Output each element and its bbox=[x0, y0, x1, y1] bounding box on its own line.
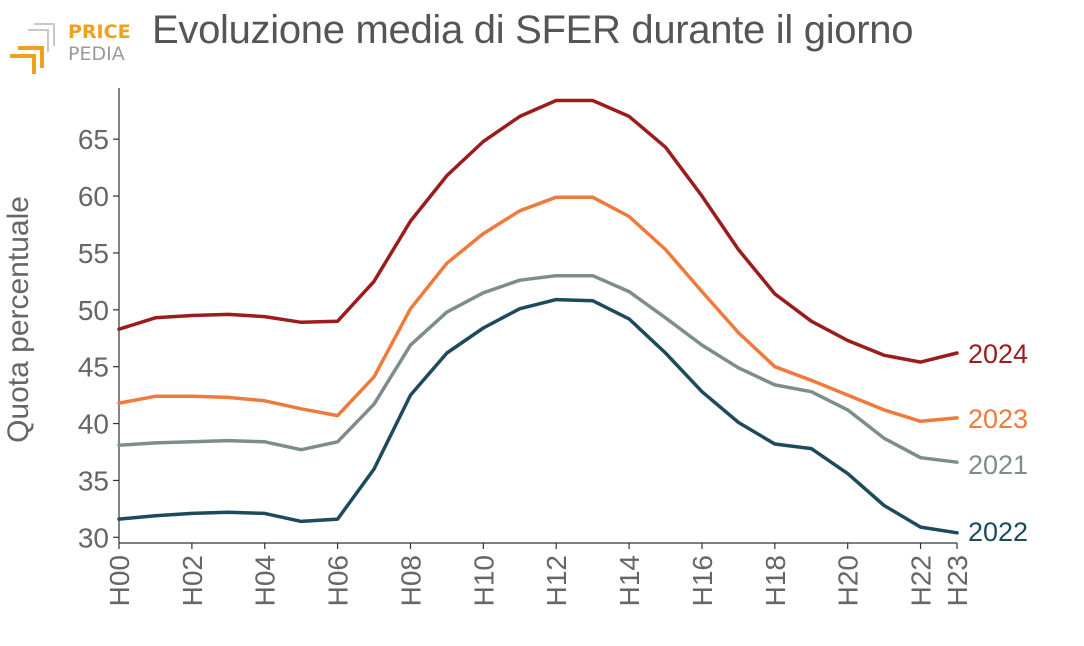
series-label-2022: 2022 bbox=[968, 517, 1028, 547]
x-tick-label: H04 bbox=[250, 555, 281, 606]
series-lines bbox=[117, 98, 959, 535]
series-line-2022 bbox=[117, 297, 959, 535]
y-tick-label: 35 bbox=[78, 465, 109, 496]
x-tick-label: H08 bbox=[395, 555, 426, 606]
pricepedia-logo: PRICE PEDIA bbox=[10, 21, 131, 74]
x-tick-label: H23 bbox=[942, 555, 973, 606]
series-line-2021 bbox=[117, 273, 959, 464]
y-axis-title: Quota percentuale bbox=[2, 196, 35, 443]
series-labels: 2024 2023 2021 2022 bbox=[968, 339, 1028, 547]
series-line-2024 bbox=[117, 98, 959, 364]
x-tick-label: H10 bbox=[468, 555, 499, 606]
x-tick-label: H12 bbox=[541, 555, 572, 606]
y-tick-label: 50 bbox=[78, 295, 109, 326]
x-tick-label: H18 bbox=[760, 555, 791, 606]
x-tick-label: H00 bbox=[104, 555, 135, 606]
y-tick-label: 45 bbox=[78, 352, 109, 383]
series-label-2021: 2021 bbox=[968, 450, 1028, 480]
chart-title: Evoluzione media di SFER durante il gior… bbox=[152, 8, 914, 52]
series-line-2023 bbox=[117, 195, 959, 424]
x-tick-label: H22 bbox=[906, 555, 937, 606]
y-tick-label: 40 bbox=[78, 409, 109, 440]
y-tick-label: 55 bbox=[78, 238, 109, 269]
x-tick-label: H16 bbox=[687, 555, 718, 606]
x-tick-label: H20 bbox=[833, 555, 864, 606]
x-tick-label: H06 bbox=[323, 555, 354, 606]
logo-text-price: PRICE bbox=[68, 21, 131, 43]
logo-text-pedia: PEDIA bbox=[68, 43, 125, 65]
series-label-2023: 2023 bbox=[968, 404, 1028, 434]
y-tick-label: 60 bbox=[78, 181, 109, 212]
x-tick-label: H02 bbox=[177, 555, 208, 606]
axes: 30 35 40 45 50 55 60 65 H00 H02 H04 H06 H08 H10 H12 H14… bbox=[2, 88, 973, 606]
series-label-2024: 2024 bbox=[968, 339, 1028, 369]
y-tick-label: 30 bbox=[78, 522, 109, 553]
x-tick-label: H14 bbox=[614, 555, 645, 606]
y-tick-label: 65 bbox=[78, 124, 109, 155]
